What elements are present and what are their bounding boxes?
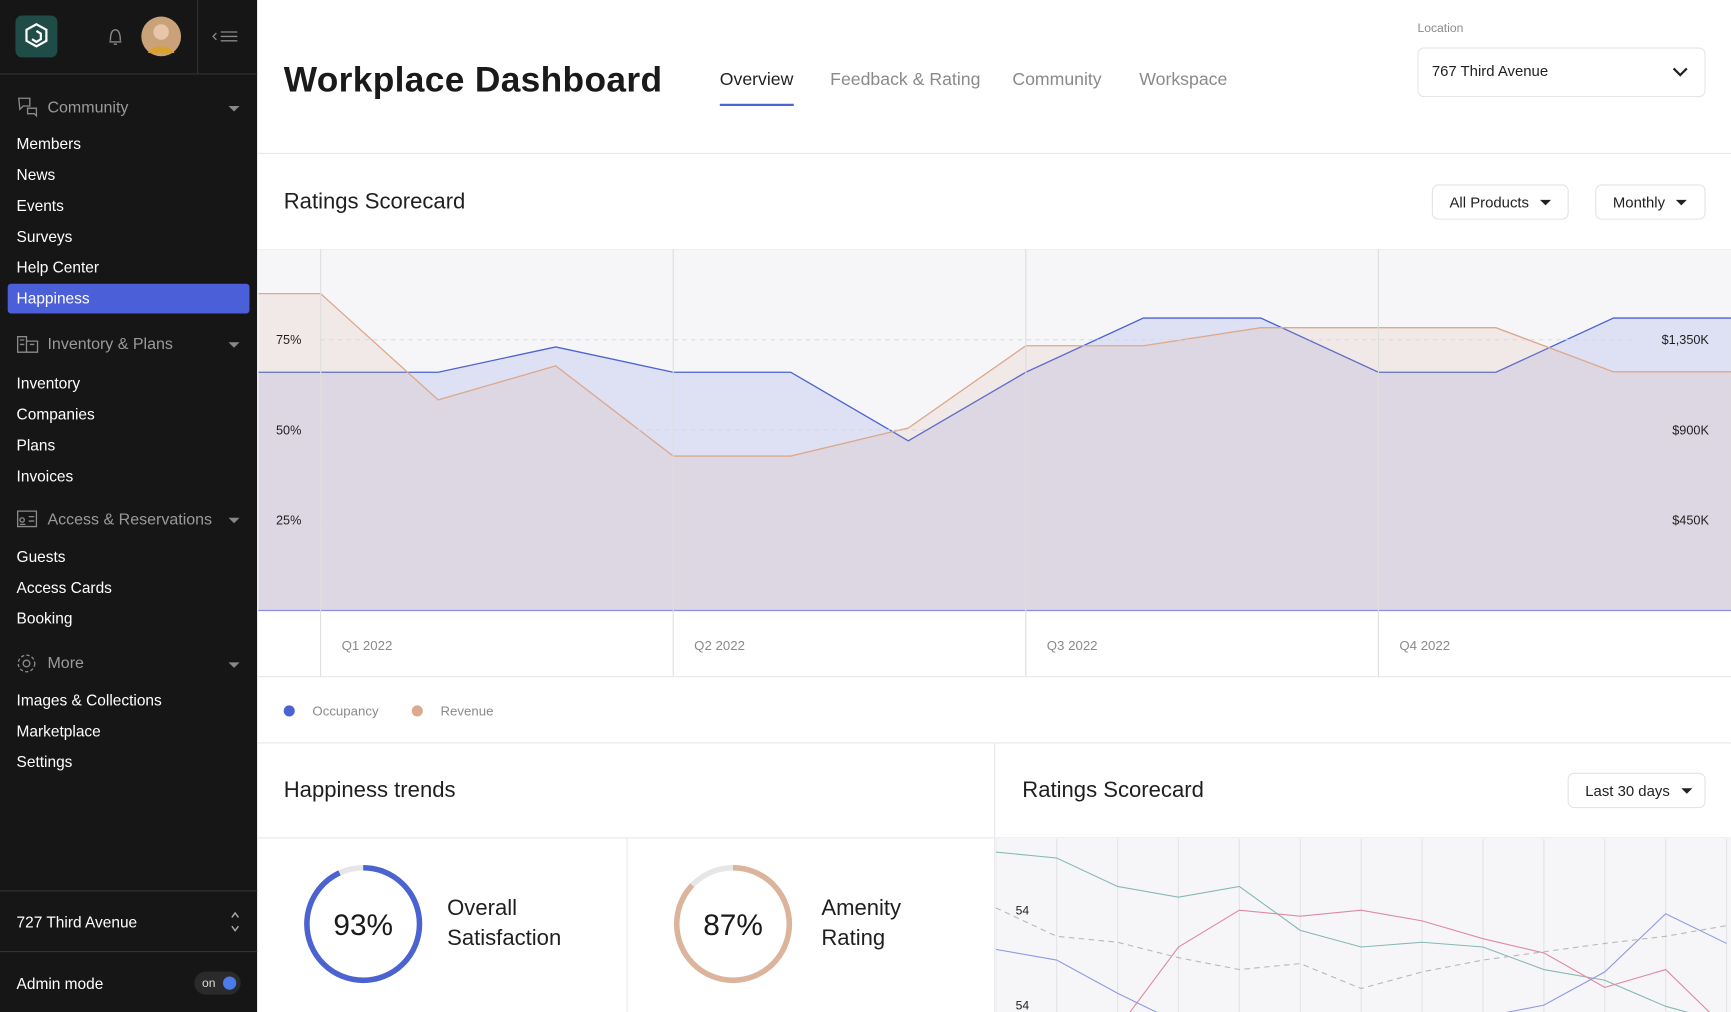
avatar-face: [153, 24, 169, 40]
avatar-body: [147, 46, 175, 53]
y2-tick-label: $1,350K: [1662, 333, 1710, 347]
gauge-title: Amenity Rating: [821, 896, 902, 951]
section-title: Ratings Scorecard: [1022, 778, 1204, 803]
x-tick-label: Q3 2022: [1047, 638, 1098, 653]
nav-item[interactable]: Inventory: [16, 374, 81, 392]
more-icon: [22, 659, 31, 668]
series-line: [995, 851, 1689, 1012]
series-line: [995, 907, 1727, 990]
caret[interactable]: [228, 517, 240, 524]
caret[interactable]: [228, 105, 240, 112]
y-tick-label: 25%: [276, 514, 301, 528]
nav-item[interactable]: Marketplace: [16, 721, 101, 740]
legend-dot: [283, 705, 295, 717]
y-tick-label: 75%: [276, 333, 301, 347]
nav-item[interactable]: Companies: [16, 405, 95, 423]
line-chart: [995, 839, 1728, 1012]
legend-label: Occupancy: [312, 703, 379, 718]
community-icon: [18, 97, 38, 118]
location-switch: 727 Third Avenue: [16, 912, 138, 931]
access-icon: [17, 510, 38, 528]
toggle-label: on: [202, 976, 216, 990]
x-tick-label: Q2 2022: [694, 638, 745, 653]
caret[interactable]: [228, 662, 240, 668]
legend-label: Revenue: [440, 703, 493, 718]
stepper-icon[interactable]: [231, 911, 240, 932]
logo-mark: [25, 23, 48, 48]
nav-tab[interactable]: Overview: [719, 70, 794, 90]
series-line: [995, 913, 1727, 1012]
section-carets: [228, 105, 240, 668]
location-label: Location: [1417, 22, 1464, 36]
admin-mode: Admin mode: [16, 974, 104, 993]
section-title: Ratings Scorecard: [283, 189, 466, 215]
nav-item[interactable]: Members: [16, 134, 81, 153]
series-area: [258, 293, 1731, 611]
logo[interactable]: [15, 15, 58, 58]
area-chart: [258, 292, 1731, 611]
toggle-knob: [222, 976, 237, 990]
gauge-arc: [304, 864, 423, 984]
filter-button[interactable]: Monthly: [1595, 184, 1706, 220]
legend-dot: [411, 705, 423, 717]
tab-underline[interactable]: [719, 103, 794, 106]
nav-item[interactable]: Images & Collections: [16, 691, 162, 709]
nav-tab[interactable]: Community: [1012, 70, 1102, 90]
nav-item[interactable]: Access Cards: [16, 578, 112, 597]
nav-item[interactable]: Invoices: [16, 466, 74, 485]
y2-tick-label: $900K: [1672, 423, 1709, 437]
gauge-title: Overall Satisfaction: [447, 896, 562, 951]
page-title: Workplace Dashboard: [283, 59, 663, 100]
nav-item[interactable]: Happiness: [16, 289, 90, 307]
active-highlight: [7, 283, 250, 313]
nav-item[interactable]: Plans: [16, 436, 56, 454]
y2-tick-label: $450K: [1672, 514, 1709, 528]
section-title: Happiness trends: [283, 778, 456, 803]
y-tick-label: 54: [1016, 999, 1030, 1012]
gauge-value: 93%: [333, 909, 393, 942]
series-line: [1129, 909, 1711, 1012]
location-select: [1417, 47, 1706, 98]
section-title: Community: [47, 99, 129, 118]
nav-item[interactable]: Surveys: [16, 227, 73, 246]
series-line: [258, 317, 1731, 442]
filter-button[interactable]: All Products: [1431, 184, 1569, 220]
caret[interactable]: [228, 342, 240, 348]
bell-icon[interactable]: [109, 29, 122, 45]
nav-tab[interactable]: Feedback & Rating: [830, 70, 981, 90]
inventory-icon: [17, 336, 39, 353]
nav-item[interactable]: Settings: [16, 752, 73, 771]
nav-tab[interactable]: Workspace: [1139, 70, 1228, 90]
x-tick-label: Q4 2022: [1399, 638, 1450, 653]
collapse-icon[interactable]: [212, 31, 238, 42]
nav-item[interactable]: Events: [16, 196, 64, 215]
section-title: Access & Reservations: [47, 511, 213, 529]
more-icon-ring: [17, 654, 36, 673]
series-area: [258, 318, 1731, 611]
filter-button[interactable]: Last 30 days: [1567, 772, 1706, 809]
location-value: 767 Third Avenue: [1431, 62, 1549, 80]
x-tick-label: Q1 2022: [342, 638, 393, 653]
section-title: Inventory & Plans: [47, 335, 173, 354]
sidebar: [0, 0, 258, 1012]
series-line: [258, 292, 1731, 457]
nav-item[interactable]: Guests: [16, 547, 66, 566]
mini-plot-background: [995, 839, 1731, 1012]
nav-item[interactable]: Help Center: [16, 258, 100, 276]
y-tick-label: 54: [1016, 904, 1030, 918]
nav-item[interactable]: News: [16, 165, 56, 184]
gauge-arc: [673, 864, 793, 984]
section-title: More: [47, 654, 84, 673]
chevron[interactable]: [1672, 67, 1688, 77]
section-icons: [17, 97, 39, 673]
nav-item[interactable]: Booking: [16, 609, 73, 628]
gauge-value: 87%: [703, 909, 763, 942]
y-tick-label: 50%: [276, 423, 301, 437]
